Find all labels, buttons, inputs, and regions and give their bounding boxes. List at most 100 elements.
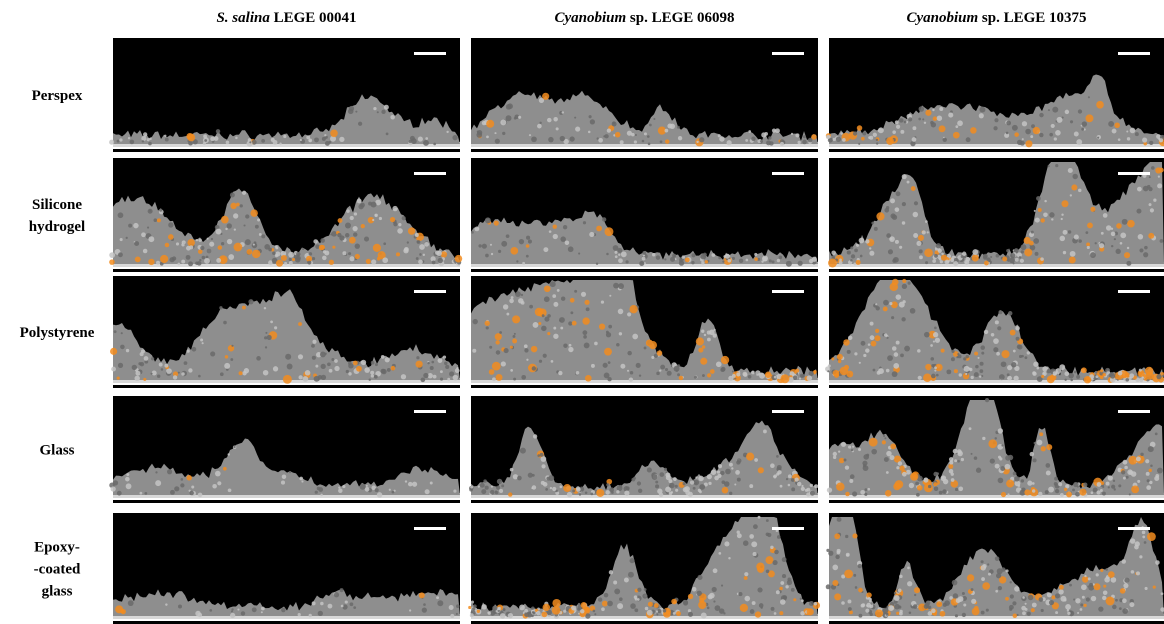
biofilm-texture (1022, 121, 1027, 126)
biofilm-texture (1096, 573, 1099, 576)
biofilm-texture (934, 487, 938, 491)
biofilm-texture (142, 140, 144, 142)
biofilm-texture (637, 598, 640, 601)
biofilm-texture (440, 378, 443, 381)
biofilm-texture (178, 604, 182, 608)
biofilm-texture (216, 229, 222, 235)
biofilm-texture (753, 552, 757, 556)
biofilm-texture (896, 294, 902, 300)
biofilm-texture (409, 609, 411, 611)
biofilm-texture (975, 365, 979, 369)
autofluorescence (721, 356, 729, 364)
biofilm-texture (899, 246, 902, 249)
autofluorescence (954, 369, 958, 373)
biofilm-texture (870, 335, 875, 340)
biofilm-texture (788, 474, 792, 478)
biofilm-texture (896, 191, 901, 196)
autofluorescence (148, 259, 154, 265)
biofilm-texture (230, 193, 235, 198)
biofilm-texture (1129, 602, 1134, 607)
biofilm-texture (386, 132, 389, 135)
biofilm-texture (371, 259, 376, 264)
autofluorescence (918, 235, 924, 241)
biofilm-texture (848, 336, 852, 340)
biofilm-texture (231, 345, 233, 347)
autofluorescence (585, 300, 590, 305)
biofilm-texture (980, 369, 984, 373)
biofilm-texture (490, 244, 492, 246)
biofilm-texture (995, 556, 1000, 561)
autofluorescence (765, 556, 773, 564)
biofilm-texture (455, 368, 460, 373)
biofilm-texture (1064, 371, 1069, 376)
biofilm-texture (782, 557, 787, 562)
autofluorescence (974, 352, 978, 356)
biofilm-texture (746, 259, 749, 262)
biofilm-texture (952, 580, 958, 586)
biofilm-texture (620, 140, 624, 144)
biofilm-texture (1017, 614, 1019, 616)
biofilm-texture (798, 141, 801, 144)
biofilm-texture (847, 251, 851, 255)
autofluorescence (605, 227, 614, 236)
biofilm-texture (423, 603, 426, 606)
biofilm-texture (1035, 218, 1040, 223)
biofilm-texture (886, 233, 891, 238)
biofilm-texture (854, 352, 857, 355)
biofilm-texture (1126, 130, 1128, 132)
autofluorescence (856, 260, 861, 265)
biofilm-texture (915, 482, 919, 486)
row-label: -coated (34, 562, 81, 578)
biofilm-texture (955, 488, 958, 491)
biofilm-texture (1149, 176, 1151, 178)
biofilm-texture (1001, 361, 1007, 367)
biofilm-texture (452, 135, 457, 140)
autofluorescence (526, 244, 530, 248)
biofilm-texture (1072, 174, 1077, 179)
biofilm-texture (708, 594, 713, 599)
biofilm-texture (1049, 600, 1054, 605)
biofilm-texture (634, 140, 637, 143)
biofilm-texture (855, 586, 858, 589)
biofilm-texture (289, 261, 293, 265)
biofilm-texture (850, 259, 853, 262)
autofluorescence (1024, 237, 1031, 244)
biofilm-texture (453, 490, 456, 493)
biofilm-texture (1021, 479, 1024, 482)
biofilm-texture (550, 281, 556, 287)
biofilm-texture (215, 471, 221, 477)
autofluorescence (218, 245, 222, 249)
biofilm-texture (1032, 371, 1036, 375)
biofilm-texture (1027, 481, 1032, 486)
biofilm-texture (1145, 459, 1149, 463)
autofluorescence (831, 357, 834, 360)
biofilm-texture (962, 592, 965, 595)
micrograph-panel (825, 276, 1164, 388)
biofilm-texture (887, 355, 893, 361)
biofilm-texture (991, 333, 995, 337)
biofilm-texture (676, 370, 678, 372)
biofilm-texture (502, 132, 505, 135)
biofilm-texture (895, 240, 899, 244)
autofluorescence (353, 361, 358, 366)
biofilm-texture (736, 372, 740, 376)
biofilm-texture (1010, 594, 1014, 598)
biofilm-texture (1073, 599, 1075, 601)
autofluorescence (1024, 489, 1030, 495)
biofilm-texture (224, 363, 230, 369)
biofilm-texture (614, 588, 620, 594)
autofluorescence (563, 484, 571, 492)
biofilm-texture (670, 257, 675, 262)
biofilm-texture (1014, 476, 1019, 481)
biofilm-texture (186, 255, 191, 260)
biofilm-texture (1070, 379, 1073, 382)
biofilm-texture (886, 471, 889, 474)
biofilm-texture (1069, 584, 1072, 587)
autofluorescence (758, 467, 764, 473)
biofilm-texture (315, 491, 318, 494)
biofilm-texture (128, 137, 130, 139)
biofilm-texture (1134, 545, 1139, 550)
biofilm-texture (204, 139, 207, 142)
biofilm-texture (381, 355, 385, 359)
biofilm-texture (1112, 129, 1117, 134)
